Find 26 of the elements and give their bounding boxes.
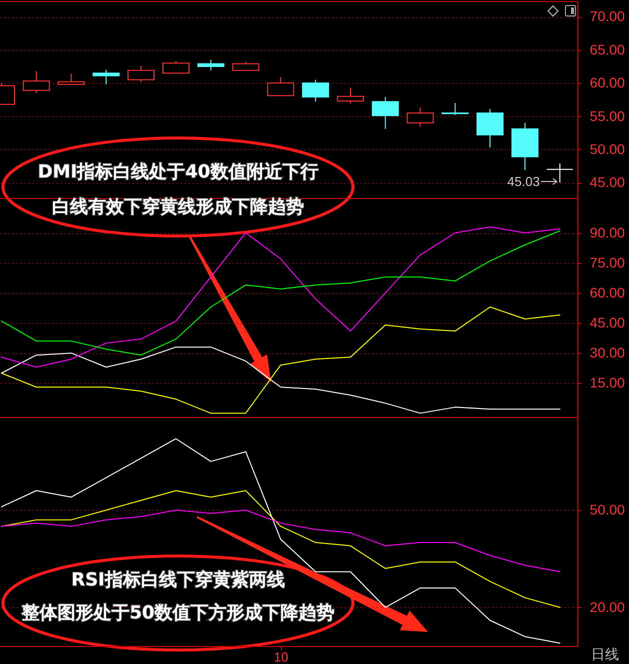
y-tick-label: 60.00 [590,74,626,91]
y-tick-label: 90.00 [590,224,626,240]
y-tick-label: 55.00 [590,108,626,124]
line-series [0,306,560,414]
text: 日线 [591,647,619,663]
annotation: 整体图形处于50数值下方形成下降趋势 [20,602,335,624]
candlestick [92,69,120,85]
annotation: DMI指标白线处于40数值附近下行 [38,162,318,182]
annotation: 45.03 [507,174,540,190]
line-series [0,438,560,644]
x-tick-label: 10 [274,650,288,664]
y-tick-label: 50.00 [590,140,626,157]
y-tick-label: 45.00 [590,174,626,190]
annotation: 白线有效下穿黄线形成下降趋势 [52,196,304,218]
y-tick-label: 50.00 [590,502,626,518]
y-tick-label: 65.00 [590,41,626,58]
y-tick-label: 45.00 [590,314,626,331]
candlestick [442,102,469,116]
annotation: RSI指标白线下穿黄紫两线 [71,570,285,590]
y-tick-label: 75.00 [590,254,626,270]
line-series [0,346,560,414]
y-tick-label: 15.00 [590,374,626,391]
y-tick-label: 20.00 [590,598,626,615]
y-tick-label: 30.00 [590,344,626,361]
y-tick-label: 70.00 [590,8,626,24]
y-tick-label: 60.00 [590,284,626,300]
